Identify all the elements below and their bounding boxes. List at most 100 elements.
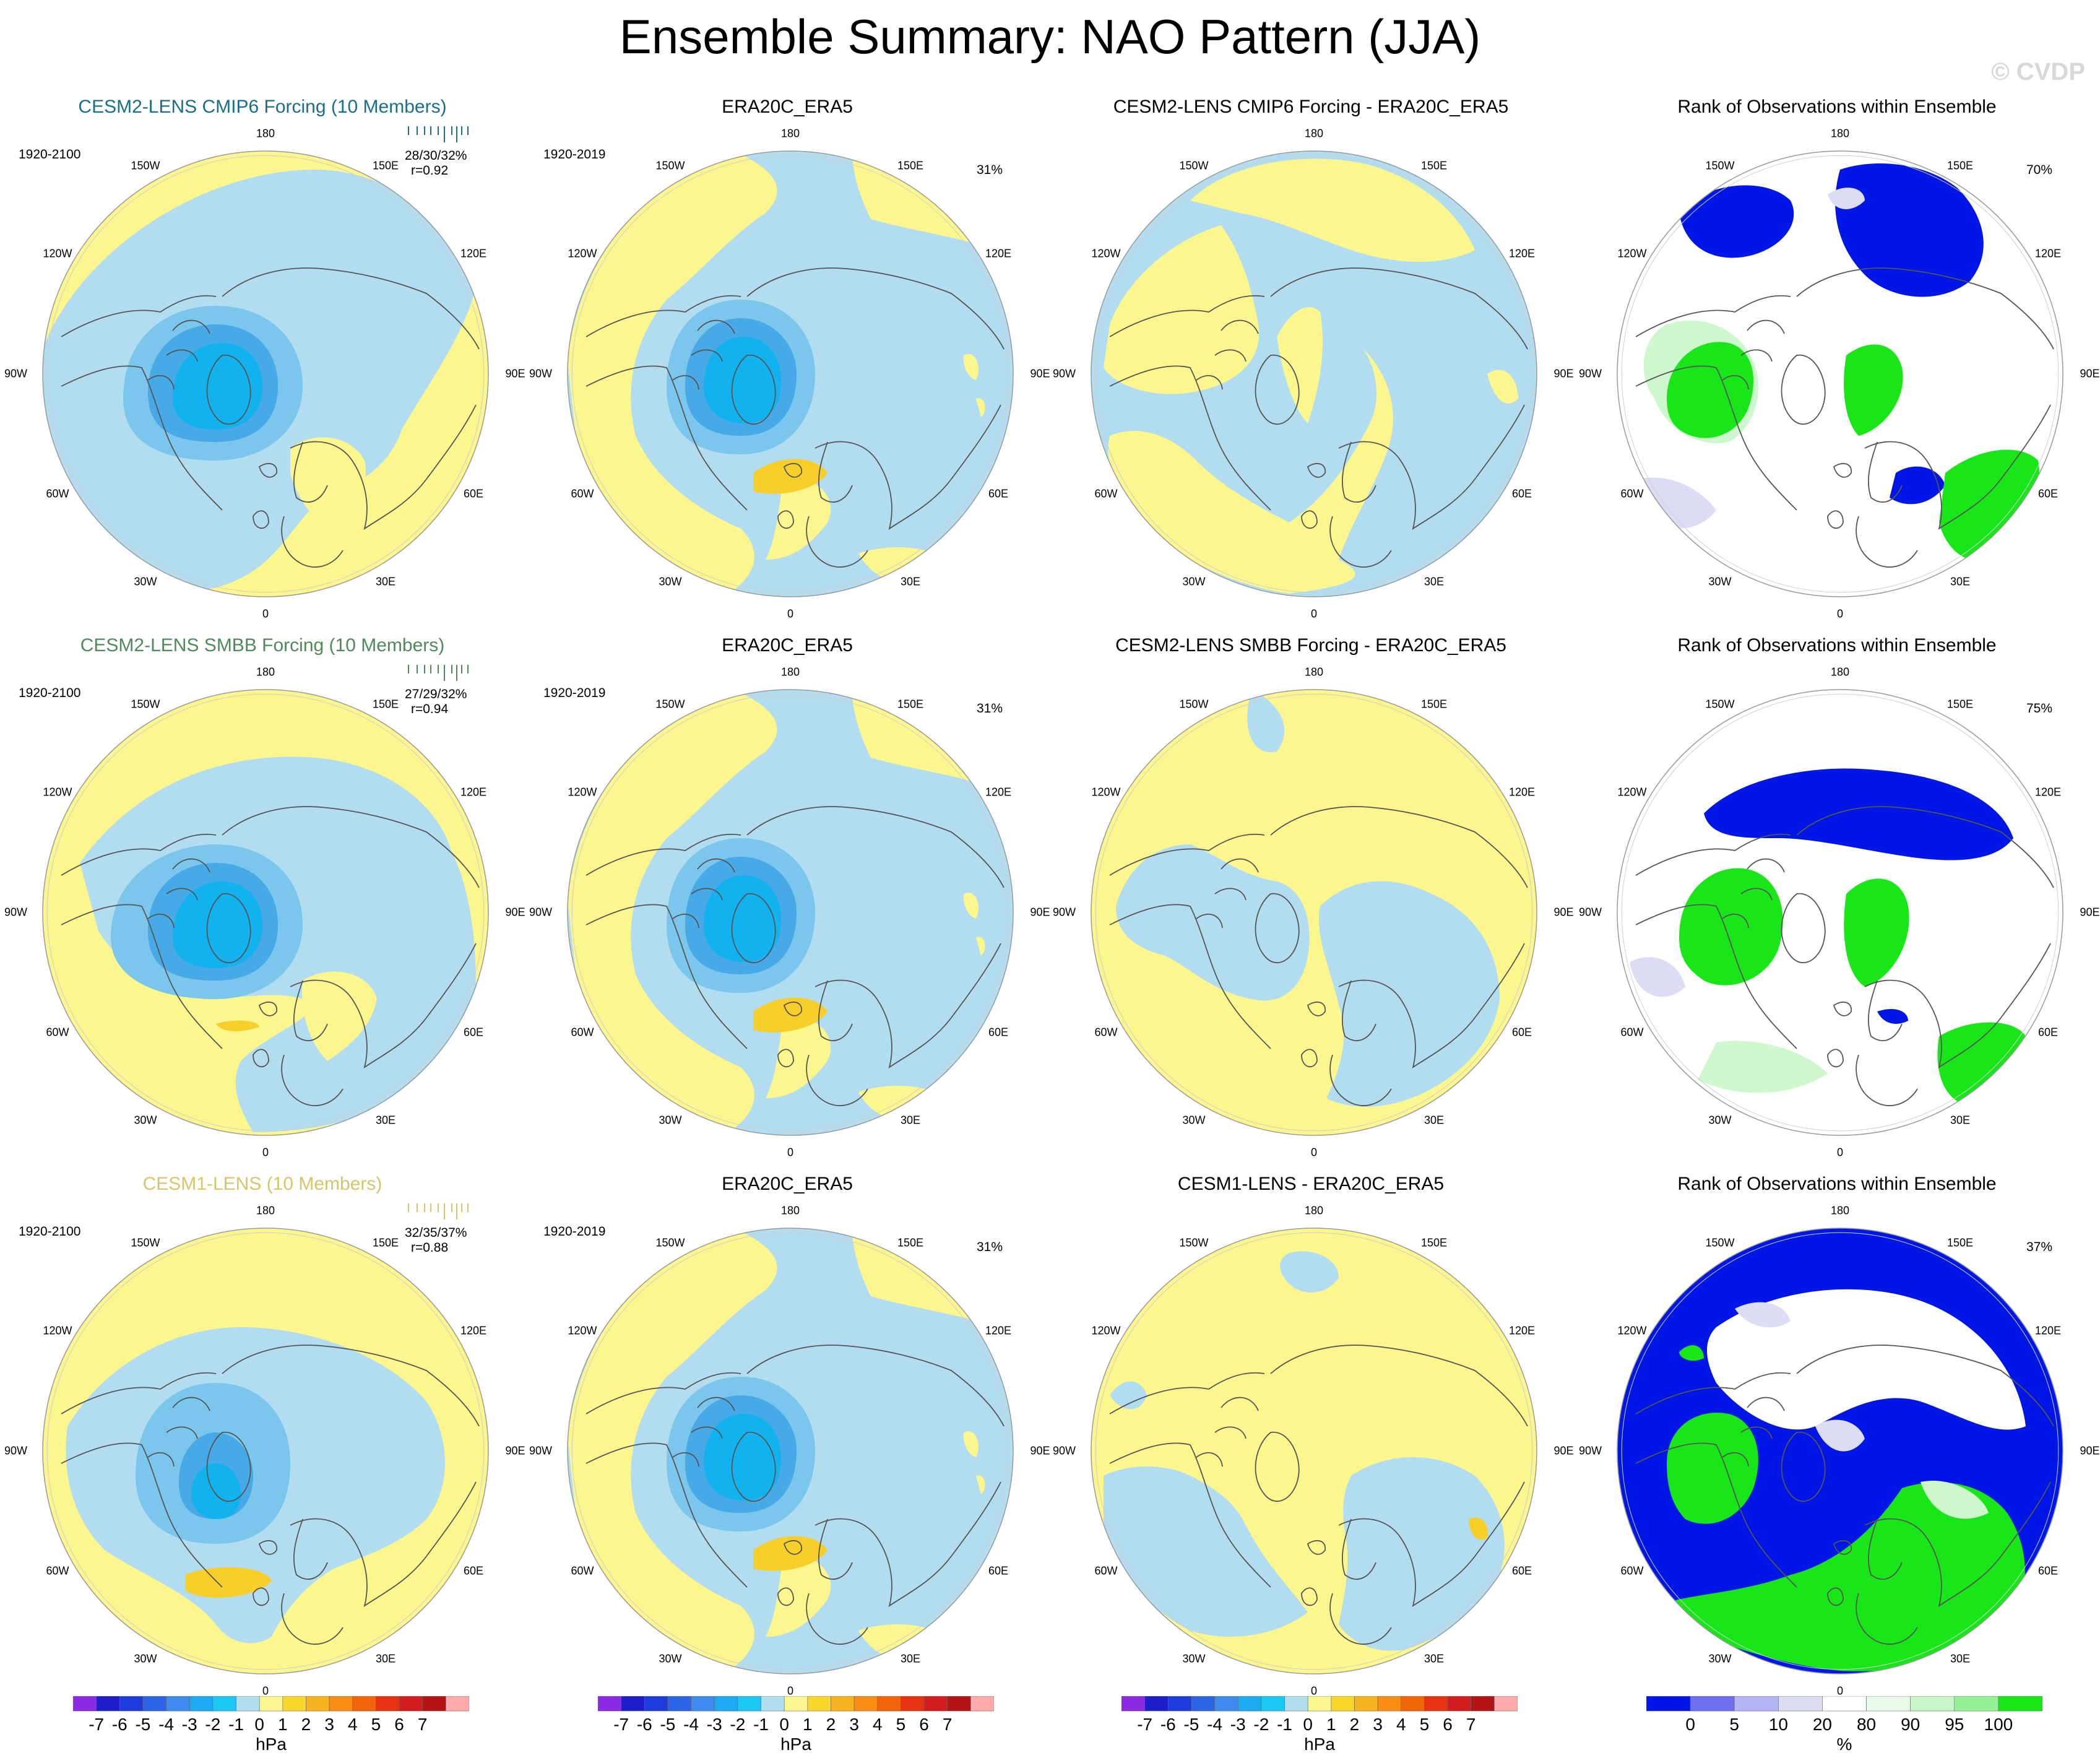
grid-label-150e: 150E (897, 698, 924, 711)
grid-label-90e: 90E (2080, 367, 2100, 380)
colorbar-swatch (166, 1696, 190, 1712)
cvdp-watermark: © CVDP (1991, 58, 2085, 85)
colorbar-swatch (1237, 1696, 1262, 1712)
colorbar-tick-label: 0 (1303, 1715, 1313, 1734)
colorbar-tick-label: 0 (254, 1715, 264, 1734)
diff-panel-3-title: CESM1-LENS - ERA20C_ERA5 (1177, 1174, 1445, 1194)
grid-label-150w: 150W (655, 1236, 685, 1249)
grid-label-0: 0 (1310, 1684, 1318, 1697)
grid-label-30e: 30E (1950, 1652, 1971, 1665)
grid-label-30e: 30E (1424, 1114, 1445, 1127)
grid-label-30w: 30W (1182, 1652, 1206, 1665)
colorbar-swatch (329, 1696, 353, 1712)
main-title: Ensemble Summary: NAO Pattern (JJA) (619, 9, 1481, 64)
grid-label-60w: 60W (1094, 1026, 1118, 1039)
grid-label-30w: 30W (134, 1114, 157, 1127)
grid-label-180: 180 (780, 1204, 800, 1217)
colorbar-swatch (1424, 1696, 1448, 1712)
grid-label-180: 180 (1304, 1204, 1324, 1217)
colorbar-swatch (1954, 1696, 1999, 1712)
colorbar-tick-label: 1 (1326, 1715, 1336, 1734)
colorbar-swatch (853, 1696, 878, 1712)
grid-label-150w: 150W (655, 159, 685, 172)
grid-label-180: 180 (780, 127, 800, 140)
grid-label-180: 180 (1304, 665, 1324, 678)
grid-label-0: 0 (787, 1684, 794, 1697)
grid-label-60w: 60W (1620, 1026, 1644, 1039)
map-boundary (42, 150, 489, 597)
grid-label-150e: 150E (1420, 1236, 1448, 1249)
colorbar-swatch (901, 1696, 925, 1712)
rank-panel-3-pct: 37% (2026, 1240, 2053, 1254)
colorbar-tick-label: 2 (826, 1715, 836, 1734)
colorbar-swatch (644, 1696, 668, 1712)
colorbar-swatch (1778, 1696, 1823, 1712)
grid-label-120e: 120E (460, 247, 487, 260)
grid-label-30w: 30W (1708, 1652, 1732, 1665)
rank-panel-1: Rank of Observations within Ensemble 70% 1… (1575, 93, 2100, 631)
obs-panel-2: ERA20C_ERA5 1920-2019 31% 180 150W 150E 120W 12… (525, 631, 1050, 1170)
colorbar-swatch (282, 1696, 306, 1712)
colorbar-tick-label: -3 (181, 1715, 197, 1734)
grid-label-90w: 90W (1052, 906, 1076, 919)
colorbar-swatch (970, 1696, 994, 1712)
colorbar-swatch (1377, 1696, 1402, 1712)
colorbar-swatch (1690, 1696, 1735, 1712)
model-panel-2-map (42, 689, 489, 1136)
grid-label-150e: 150E (1947, 1236, 1974, 1249)
colorbar-swatch (1471, 1696, 1495, 1712)
colorbar-swatch (119, 1696, 144, 1712)
grid-label-30w: 30W (659, 1114, 682, 1127)
map-boundary (42, 689, 489, 1136)
obs-panel-1-title: ERA20C_ERA5 (722, 97, 853, 117)
colorbar-swatch (923, 1696, 948, 1712)
colorbar-tick-label: 3 (849, 1715, 859, 1734)
grid-label-150e: 150E (1420, 159, 1448, 172)
grid-label-0: 0 (1310, 607, 1318, 620)
colorbar-swatch (1214, 1696, 1238, 1712)
colorbar-swatch (1998, 1696, 2042, 1712)
grid-label-90w: 90W (529, 367, 552, 380)
grid-label-120w: 120W (1617, 786, 1647, 799)
colorbar-swatch (1121, 1696, 1145, 1712)
grid-label-60e: 60E (1512, 1026, 1532, 1039)
colorbar-swatch (831, 1696, 855, 1712)
colorbar-swatch (96, 1696, 120, 1712)
colorbar-tick-label: -6 (636, 1715, 652, 1734)
colorbar-swatch (714, 1696, 738, 1712)
colorbar-swatch (189, 1696, 214, 1712)
colorbar-swatch (1734, 1696, 1779, 1712)
obs-panel-2-title: ERA20C_ERA5 (722, 635, 853, 656)
colorbar-swatch (1401, 1696, 1425, 1712)
grid-label-150w: 150W (655, 698, 685, 711)
grid-label-90w: 90W (529, 906, 552, 919)
colorbar-tick-label: 6 (919, 1715, 929, 1734)
grid-label-90e: 90E (505, 906, 525, 919)
map-boundary (567, 1228, 1014, 1674)
rank-panel-1-title: Rank of Observations within Ensemble (1677, 97, 1997, 117)
colorbar-unit: % (1836, 1735, 1852, 1754)
colorbar-tick-label: -6 (1160, 1715, 1176, 1734)
grid-label-90w: 90W (4, 367, 27, 380)
colorbar-unit: hPa (1304, 1735, 1335, 1754)
grid-label-60e: 60E (988, 1564, 1009, 1577)
grid-label-60w: 60W (1094, 1564, 1118, 1577)
colorbar-swatch (446, 1696, 469, 1712)
colorbar-tick-label: 3 (324, 1715, 334, 1734)
grid-label-60w: 60W (571, 1026, 594, 1039)
obs-panel-2-pct: 31% (977, 701, 1003, 716)
map-boundary (1091, 689, 1537, 1136)
obs-panel-2-period: 1920-2019 (543, 686, 606, 700)
colorbar-swatch (621, 1696, 645, 1712)
grid-label-90e: 90E (505, 367, 525, 380)
grid-label-60e: 60E (464, 487, 484, 500)
grid-label-60e: 60E (464, 1026, 484, 1039)
model-panel-1: CESM2-LENS CMIP6 Forcing (10 Members) 192… (0, 93, 525, 631)
colorbar-swatch (691, 1696, 715, 1712)
colorbar-swatch (352, 1696, 376, 1712)
model-panel-3: CESM1-LENS (10 Members) 1920-2100 32/35/37… (0, 1170, 525, 1709)
colorbar-swatch (1307, 1696, 1332, 1712)
grid-label-60w: 60W (1620, 487, 1644, 500)
colorbar-swatch (877, 1696, 901, 1712)
rank-panel-3-map (1617, 1228, 2063, 1674)
